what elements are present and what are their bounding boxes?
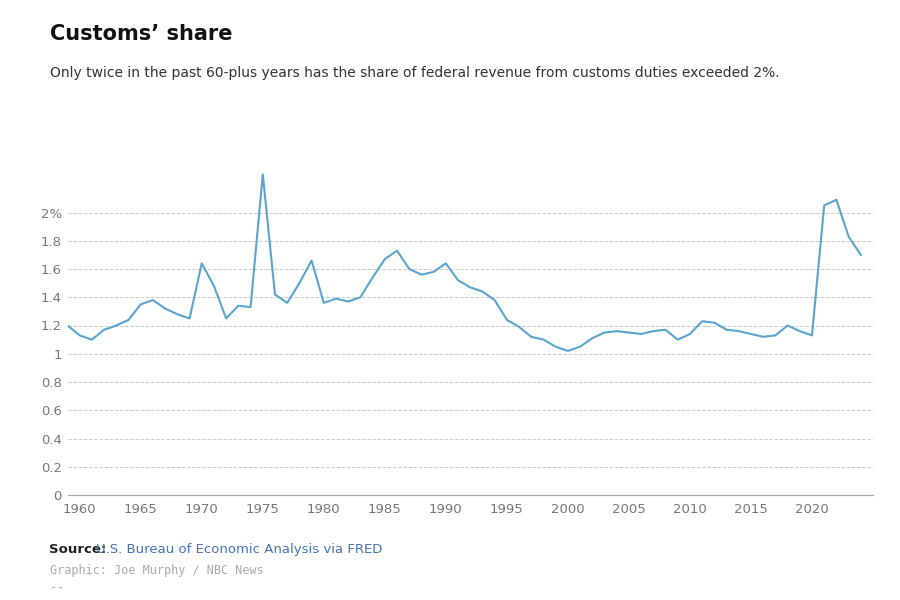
Text: Only twice in the past 60-plus years has the share of federal revenue from custo: Only twice in the past 60-plus years has…	[50, 66, 779, 80]
Text: U.S. Bureau of Economic Analysis via FRED: U.S. Bureau of Economic Analysis via FRE…	[96, 543, 382, 556]
Text: --: --	[50, 581, 64, 594]
Text: Graphic: Joe Murphy / NBC News: Graphic: Joe Murphy / NBC News	[50, 564, 263, 577]
Text: Customs’ share: Customs’ share	[50, 24, 232, 44]
Text: Source:: Source:	[50, 543, 107, 556]
